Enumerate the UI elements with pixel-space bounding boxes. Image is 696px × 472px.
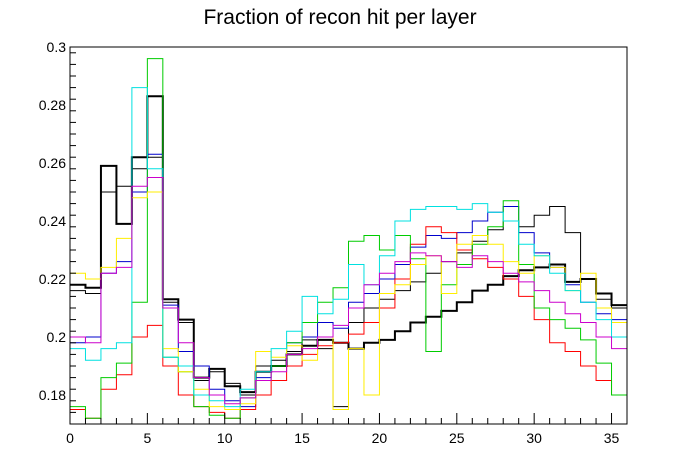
series-line-6 <box>70 191 627 410</box>
x-tick-label: 35 <box>604 430 620 446</box>
chart-title: Fraction of recon hit per layer <box>203 6 476 29</box>
series-line-8 <box>70 177 627 405</box>
y-tick-label: 0.24 <box>39 213 66 229</box>
series-layer <box>70 58 627 419</box>
x-tick-label: 10 <box>217 430 233 446</box>
x-tick-label: 20 <box>372 430 388 446</box>
y-tick-label: 0.2 <box>47 329 67 345</box>
x-tick-label: 5 <box>143 430 151 446</box>
x-tick-label: 15 <box>294 430 310 446</box>
y-tick-label: 0.22 <box>39 271 66 287</box>
y-tick-label: 0.28 <box>39 97 66 113</box>
x-tick-label: 25 <box>449 430 465 446</box>
x-axis: 0 5 10 15 20 25 30 35 <box>66 413 628 446</box>
x-tick-label: 30 <box>526 430 542 446</box>
y-tick-label: 0.3 <box>47 39 67 55</box>
y-tick-label: 0.18 <box>39 387 66 403</box>
y-tick-label: 0.26 <box>39 155 66 171</box>
y-axis: 0.18 0.2 0.22 0.24 0.26 0.28 0.3 <box>39 39 76 425</box>
x-tick-label: 0 <box>66 430 74 446</box>
